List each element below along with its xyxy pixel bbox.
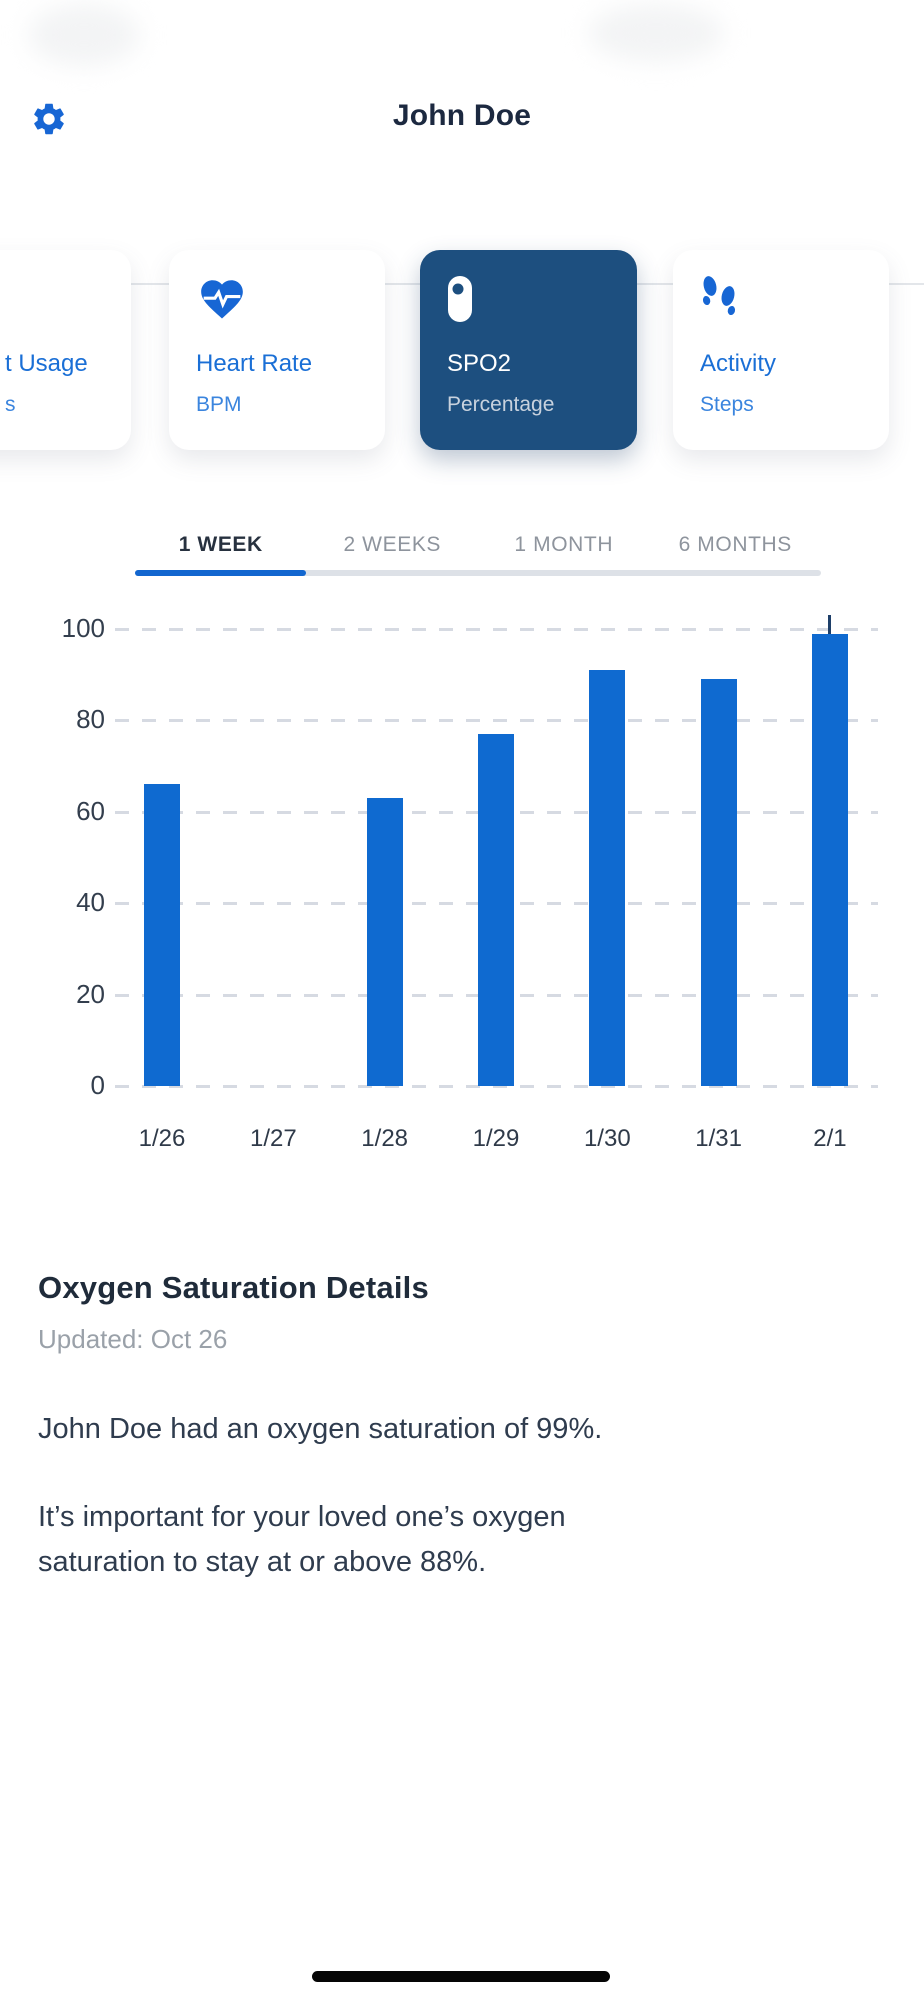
y-axis-label: 80	[76, 704, 105, 735]
details-heading: Oxygen Saturation Details	[38, 1270, 429, 1305]
spo2-bar-chart: 0 20 40 60 80 100 1/26 1/27 1/28 1/29 1/30 1/31 2/1	[0, 600, 924, 1170]
x-axis-label: 1/30	[583, 1125, 631, 1152]
bar-1/26[interactable]	[144, 784, 180, 1086]
details-paragraph-1: John Doe had an oxygen saturation of 99%…	[38, 1413, 603, 1445]
x-axis-label: 1/31	[695, 1125, 742, 1152]
tab-underline-track	[135, 570, 821, 576]
statusbar-blur-right	[588, 4, 724, 62]
time-range-tabs: 1 WEEK 2 WEEKS 1 MONTH 6 MONTHS	[135, 524, 821, 576]
y-axis-label: 60	[76, 795, 105, 826]
home-indicator[interactable]	[312, 1971, 610, 1982]
y-axis-label: 0	[90, 1070, 105, 1100]
gridline-80	[115, 719, 878, 723]
oximeter-icon	[447, 274, 473, 324]
metric-card-sublabel: BPM	[196, 393, 242, 416]
footprints-icon	[700, 274, 740, 324]
tab-6-months[interactable]: 6 MONTHS	[678, 533, 792, 556]
x-axis-label: 1/28	[361, 1125, 409, 1152]
metric-card-sublabel: Steps	[700, 393, 754, 416]
gridline-0	[115, 1085, 878, 1088]
x-axis-label: 1/29	[472, 1125, 520, 1152]
metric-card-label: t Usage	[5, 350, 88, 377]
bar-1/31[interactable]	[700, 679, 737, 1086]
header: John Doe	[0, 90, 924, 285]
heart-rate-icon	[196, 274, 248, 324]
details-updated: Updated: Oct 26	[38, 1324, 228, 1354]
metric-card-activity[interactable]: Activity Steps	[673, 250, 889, 450]
bar-1/30[interactable]	[589, 670, 626, 1086]
gridline-100	[115, 628, 878, 631]
metric-card-sublabel: s	[5, 393, 16, 416]
metric-card-usage[interactable]: t Usage s	[0, 250, 131, 450]
statusbar-blur-left	[28, 4, 140, 66]
x-axis-label: 2/1	[813, 1125, 847, 1152]
y-axis-label: 20	[76, 978, 105, 1009]
details-section: Oxygen Saturation Details Updated: Oct 2…	[38, 1270, 888, 1614]
bar-1/29[interactable]	[477, 734, 514, 1086]
details-paragraph-2: It’s important for your loved one’s oxyg…	[38, 1501, 566, 1578]
metric-card-label: SPO2	[447, 350, 512, 377]
x-axis-label: 1/27	[249, 1125, 297, 1152]
page-title: John Doe	[392, 99, 532, 132]
tab-1-week[interactable]: 1 WEEK	[178, 533, 263, 556]
y-axis-label: 40	[76, 887, 105, 918]
bar-max-tick-marker	[828, 615, 832, 634]
y-axis-label: 100	[61, 613, 105, 643]
metric-card-heart-rate[interactable]: Heart Rate BPM	[169, 250, 385, 450]
bar-1/28[interactable]	[366, 798, 403, 1086]
tab-2-weeks[interactable]: 2 WEEKS	[343, 533, 442, 556]
metric-card-spo2[interactable]: SPO2 Percentage	[420, 250, 637, 450]
x-axis-label: 1/26	[138, 1125, 186, 1152]
metric-card-sublabel: Percentage	[447, 393, 555, 416]
bar-2/1[interactable]	[811, 633, 848, 1086]
metric-cards-carousel: t Usage s Heart Rate BPM SPO2 Percentage	[0, 250, 924, 450]
tab-underline-active	[135, 570, 306, 576]
tab-1-month[interactable]: 1 MONTH	[514, 533, 614, 556]
metric-card-label: Heart Rate	[196, 350, 313, 377]
metric-card-label: Activity	[700, 350, 777, 377]
settings-gear-icon[interactable]	[30, 100, 68, 138]
